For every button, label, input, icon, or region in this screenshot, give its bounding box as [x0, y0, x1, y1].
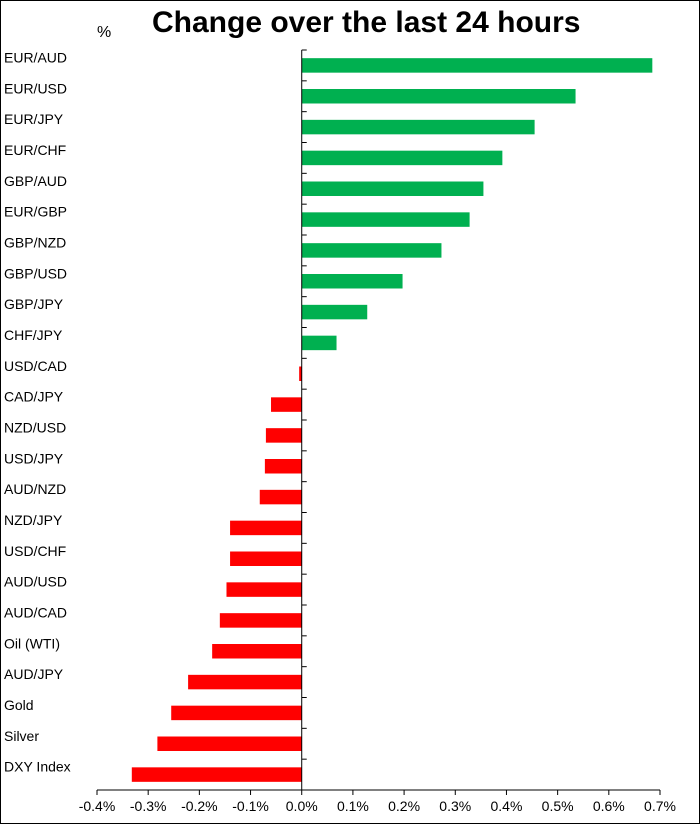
x-tick-label: 0.1%	[337, 798, 369, 814]
category-label: GBP/JPY	[4, 296, 64, 312]
bar	[171, 705, 302, 721]
bar	[188, 674, 302, 690]
category-label: AUD/NZD	[4, 481, 66, 497]
category-label: Gold	[4, 697, 34, 713]
category-label: USD/JPY	[4, 450, 64, 466]
bar	[271, 397, 302, 412]
category-label: EUR/JPY	[4, 111, 64, 127]
category-label: EUR/CHF	[4, 142, 66, 158]
axes-group	[96, 49, 661, 795]
category-label: EUR/GBP	[4, 204, 67, 220]
category-label: USD/CAD	[4, 358, 67, 374]
category-label: AUD/CAD	[4, 604, 67, 620]
bar	[301, 89, 576, 104]
tick-labels-group: -0.4% -0.3% -0.2% -0.1% 0.0% 0.1% 0.2% 0.3% 0.4%…	[79, 798, 676, 814]
category-label: CHF/JPY	[4, 327, 63, 343]
bar	[226, 582, 302, 597]
x-tick-label: -0.2%	[181, 798, 218, 814]
bar	[301, 58, 653, 73]
unit-label: %	[97, 24, 112, 41]
category-label: EUR/USD	[4, 80, 67, 96]
x-tick-label: -0.3%	[130, 798, 167, 814]
x-tick-label: -0.1%	[232, 798, 269, 814]
category-label: USD/CHF	[4, 543, 66, 559]
x-tick-label: 0.0%	[286, 798, 318, 814]
x-tick-label: 0.4%	[490, 798, 522, 814]
bar	[301, 119, 535, 135]
category-label: GBP/USD	[4, 265, 67, 281]
bar	[219, 613, 302, 628]
bar	[131, 767, 302, 782]
category-label: Oil (WTI)	[4, 635, 60, 651]
bar	[157, 736, 302, 751]
x-tick-label: 0.7%	[644, 798, 676, 814]
x-tick-label: 0.6%	[593, 798, 625, 814]
category-label: GBP/AUD	[4, 173, 67, 189]
bar	[230, 551, 302, 566]
bars-group	[131, 58, 653, 782]
bar	[301, 150, 503, 166]
category-labels-group: EUR/AUD EUR/USD EUR/JPY EUR/CHF GBP/AUD EUR/G…	[4, 49, 71, 774]
category-label: NZD/USD	[4, 419, 66, 435]
category-label: AUD/USD	[4, 574, 67, 590]
bar	[301, 274, 403, 289]
bar	[212, 644, 302, 659]
bar	[259, 489, 302, 505]
category-label: AUD/JPY	[4, 666, 64, 682]
category-label: NZD/JPY	[4, 512, 63, 528]
x-tick-label: -0.4%	[79, 798, 116, 814]
bar	[301, 212, 470, 227]
bar	[299, 366, 302, 381]
bar	[265, 428, 302, 443]
category-label: Silver	[4, 728, 39, 744]
x-tick-label: 0.5%	[542, 798, 574, 814]
bar	[301, 335, 337, 351]
category-label: CAD/JPY	[4, 389, 64, 405]
chart-title: Change over the last 24 hours	[152, 6, 581, 39]
x-tick-label: 0.2%	[388, 798, 420, 814]
bar	[264, 459, 302, 474]
category-label: DXY Index	[4, 759, 71, 775]
bar	[301, 181, 484, 196]
bar	[301, 304, 368, 320]
category-label: EUR/AUD	[4, 49, 67, 65]
category-label: GBP/NZD	[4, 234, 66, 250]
x-tick-label: 0.3%	[439, 798, 471, 814]
bar	[301, 243, 442, 258]
bar	[230, 520, 302, 536]
